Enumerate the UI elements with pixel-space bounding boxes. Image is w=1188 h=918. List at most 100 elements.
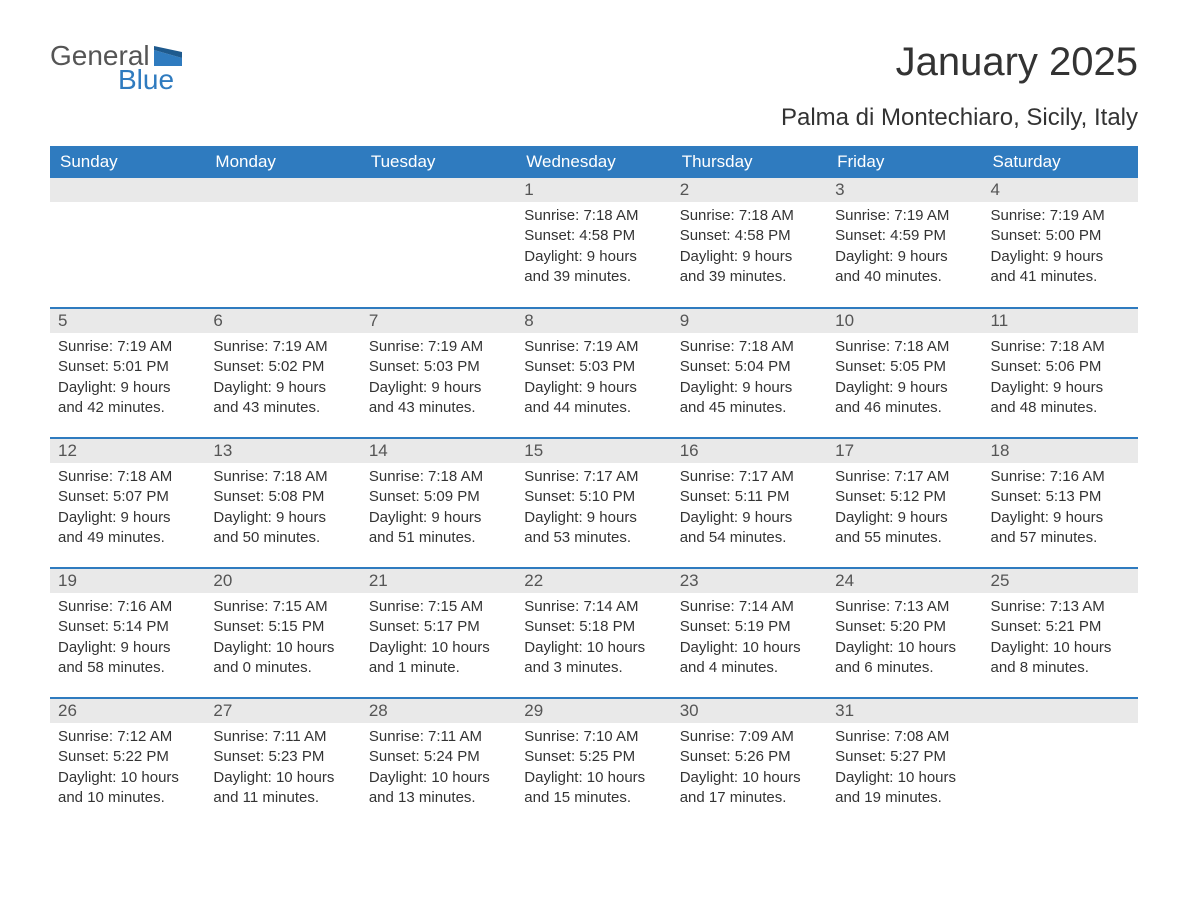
daylight-text: Daylight: 10 hours and 6 minutes. bbox=[835, 638, 974, 679]
sunset-text: Sunset: 5:00 PM bbox=[991, 226, 1130, 246]
calendar-cell: 10Sunrise: 7:18 AMSunset: 5:05 PMDayligh… bbox=[827, 308, 982, 438]
calendar-cell: 23Sunrise: 7:14 AMSunset: 5:19 PMDayligh… bbox=[672, 568, 827, 698]
daylight-text: Daylight: 10 hours and 19 minutes. bbox=[835, 768, 974, 809]
day-number: 14 bbox=[361, 439, 516, 463]
day-content: Sunrise: 7:18 AMSunset: 5:05 PMDaylight:… bbox=[827, 333, 982, 428]
sunset-text: Sunset: 5:11 PM bbox=[680, 487, 819, 507]
day-content: Sunrise: 7:15 AMSunset: 5:17 PMDaylight:… bbox=[361, 593, 516, 688]
daylight-text: Daylight: 9 hours and 54 minutes. bbox=[680, 508, 819, 549]
sunset-text: Sunset: 5:23 PM bbox=[213, 747, 352, 767]
sunset-text: Sunset: 5:21 PM bbox=[991, 617, 1130, 637]
day-number bbox=[205, 178, 360, 202]
daylight-text: Daylight: 9 hours and 57 minutes. bbox=[991, 508, 1130, 549]
calendar-row: 26Sunrise: 7:12 AMSunset: 5:22 PMDayligh… bbox=[50, 698, 1138, 828]
day-content: Sunrise: 7:19 AMSunset: 5:02 PMDaylight:… bbox=[205, 333, 360, 428]
calendar-cell bbox=[50, 178, 205, 308]
sunset-text: Sunset: 5:09 PM bbox=[369, 487, 508, 507]
sunrise-text: Sunrise: 7:08 AM bbox=[835, 727, 974, 747]
daylight-text: Daylight: 9 hours and 50 minutes. bbox=[213, 508, 352, 549]
day-number: 16 bbox=[672, 439, 827, 463]
day-content: Sunrise: 7:19 AMSunset: 5:03 PMDaylight:… bbox=[361, 333, 516, 428]
sunrise-text: Sunrise: 7:10 AM bbox=[524, 727, 663, 747]
calendar-cell: 19Sunrise: 7:16 AMSunset: 5:14 PMDayligh… bbox=[50, 568, 205, 698]
sunrise-text: Sunrise: 7:14 AM bbox=[680, 597, 819, 617]
day-content: Sunrise: 7:18 AMSunset: 5:09 PMDaylight:… bbox=[361, 463, 516, 558]
sunset-text: Sunset: 5:06 PM bbox=[991, 357, 1130, 377]
daylight-text: Daylight: 9 hours and 55 minutes. bbox=[835, 508, 974, 549]
daylight-text: Daylight: 9 hours and 39 minutes. bbox=[680, 247, 819, 288]
logo-text-blue: Blue bbox=[118, 64, 174, 96]
day-number bbox=[983, 699, 1138, 723]
sunrise-text: Sunrise: 7:17 AM bbox=[524, 467, 663, 487]
daylight-text: Daylight: 9 hours and 45 minutes. bbox=[680, 378, 819, 419]
day-number: 29 bbox=[516, 699, 671, 723]
daylight-text: Daylight: 10 hours and 4 minutes. bbox=[680, 638, 819, 679]
day-content: Sunrise: 7:14 AMSunset: 5:19 PMDaylight:… bbox=[672, 593, 827, 688]
calendar-cell bbox=[983, 698, 1138, 828]
daylight-text: Daylight: 9 hours and 43 minutes. bbox=[213, 378, 352, 419]
sunset-text: Sunset: 5:15 PM bbox=[213, 617, 352, 637]
sunset-text: Sunset: 5:24 PM bbox=[369, 747, 508, 767]
sunset-text: Sunset: 5:22 PM bbox=[58, 747, 197, 767]
day-number: 19 bbox=[50, 569, 205, 593]
calendar-cell: 27Sunrise: 7:11 AMSunset: 5:23 PMDayligh… bbox=[205, 698, 360, 828]
sunset-text: Sunset: 5:07 PM bbox=[58, 487, 197, 507]
sunrise-text: Sunrise: 7:19 AM bbox=[991, 206, 1130, 226]
calendar-cell: 13Sunrise: 7:18 AMSunset: 5:08 PMDayligh… bbox=[205, 438, 360, 568]
sunset-text: Sunset: 4:58 PM bbox=[524, 226, 663, 246]
day-content: Sunrise: 7:15 AMSunset: 5:15 PMDaylight:… bbox=[205, 593, 360, 688]
sunset-text: Sunset: 5:02 PM bbox=[213, 357, 352, 377]
calendar-cell: 5Sunrise: 7:19 AMSunset: 5:01 PMDaylight… bbox=[50, 308, 205, 438]
calendar-row: 19Sunrise: 7:16 AMSunset: 5:14 PMDayligh… bbox=[50, 568, 1138, 698]
day-number: 15 bbox=[516, 439, 671, 463]
calendar-cell: 1Sunrise: 7:18 AMSunset: 4:58 PMDaylight… bbox=[516, 178, 671, 308]
sunrise-text: Sunrise: 7:17 AM bbox=[680, 467, 819, 487]
day-content: Sunrise: 7:18 AMSunset: 5:04 PMDaylight:… bbox=[672, 333, 827, 428]
day-number: 12 bbox=[50, 439, 205, 463]
daylight-text: Daylight: 10 hours and 11 minutes. bbox=[213, 768, 352, 809]
sunrise-text: Sunrise: 7:18 AM bbox=[213, 467, 352, 487]
daylight-text: Daylight: 10 hours and 1 minute. bbox=[369, 638, 508, 679]
day-content: Sunrise: 7:18 AMSunset: 4:58 PMDaylight:… bbox=[516, 202, 671, 297]
calendar-cell: 29Sunrise: 7:10 AMSunset: 5:25 PMDayligh… bbox=[516, 698, 671, 828]
daylight-text: Daylight: 9 hours and 40 minutes. bbox=[835, 247, 974, 288]
logo: General Blue bbox=[50, 40, 182, 96]
day-content: Sunrise: 7:18 AMSunset: 5:07 PMDaylight:… bbox=[50, 463, 205, 558]
sunrise-text: Sunrise: 7:12 AM bbox=[58, 727, 197, 747]
daylight-text: Daylight: 9 hours and 46 minutes. bbox=[835, 378, 974, 419]
day-number: 13 bbox=[205, 439, 360, 463]
calendar-cell bbox=[361, 178, 516, 308]
calendar-cell: 22Sunrise: 7:14 AMSunset: 5:18 PMDayligh… bbox=[516, 568, 671, 698]
calendar-cell: 21Sunrise: 7:15 AMSunset: 5:17 PMDayligh… bbox=[361, 568, 516, 698]
day-content: Sunrise: 7:19 AMSunset: 5:00 PMDaylight:… bbox=[983, 202, 1138, 297]
calendar-cell: 30Sunrise: 7:09 AMSunset: 5:26 PMDayligh… bbox=[672, 698, 827, 828]
day-header: Tuesday bbox=[361, 146, 516, 178]
sunrise-text: Sunrise: 7:17 AM bbox=[835, 467, 974, 487]
daylight-text: Daylight: 10 hours and 3 minutes. bbox=[524, 638, 663, 679]
sunrise-text: Sunrise: 7:18 AM bbox=[58, 467, 197, 487]
day-content: Sunrise: 7:18 AMSunset: 5:08 PMDaylight:… bbox=[205, 463, 360, 558]
sunset-text: Sunset: 5:25 PM bbox=[524, 747, 663, 767]
day-header: Friday bbox=[827, 146, 982, 178]
sunrise-text: Sunrise: 7:18 AM bbox=[369, 467, 508, 487]
sunrise-text: Sunrise: 7:19 AM bbox=[213, 337, 352, 357]
day-number: 20 bbox=[205, 569, 360, 593]
day-content: Sunrise: 7:13 AMSunset: 5:20 PMDaylight:… bbox=[827, 593, 982, 688]
sunset-text: Sunset: 5:20 PM bbox=[835, 617, 974, 637]
sunset-text: Sunset: 5:08 PM bbox=[213, 487, 352, 507]
day-number: 18 bbox=[983, 439, 1138, 463]
daylight-text: Daylight: 9 hours and 49 minutes. bbox=[58, 508, 197, 549]
day-number: 5 bbox=[50, 309, 205, 333]
sunrise-text: Sunrise: 7:15 AM bbox=[213, 597, 352, 617]
day-content: Sunrise: 7:12 AMSunset: 5:22 PMDaylight:… bbox=[50, 723, 205, 818]
day-content: Sunrise: 7:09 AMSunset: 5:26 PMDaylight:… bbox=[672, 723, 827, 818]
day-number: 10 bbox=[827, 309, 982, 333]
day-content: Sunrise: 7:19 AMSunset: 5:03 PMDaylight:… bbox=[516, 333, 671, 428]
daylight-text: Daylight: 9 hours and 58 minutes. bbox=[58, 638, 197, 679]
day-number: 27 bbox=[205, 699, 360, 723]
sunrise-text: Sunrise: 7:19 AM bbox=[835, 206, 974, 226]
sunrise-text: Sunrise: 7:18 AM bbox=[835, 337, 974, 357]
daylight-text: Daylight: 9 hours and 41 minutes. bbox=[991, 247, 1130, 288]
calendar-cell: 17Sunrise: 7:17 AMSunset: 5:12 PMDayligh… bbox=[827, 438, 982, 568]
sunset-text: Sunset: 5:19 PM bbox=[680, 617, 819, 637]
